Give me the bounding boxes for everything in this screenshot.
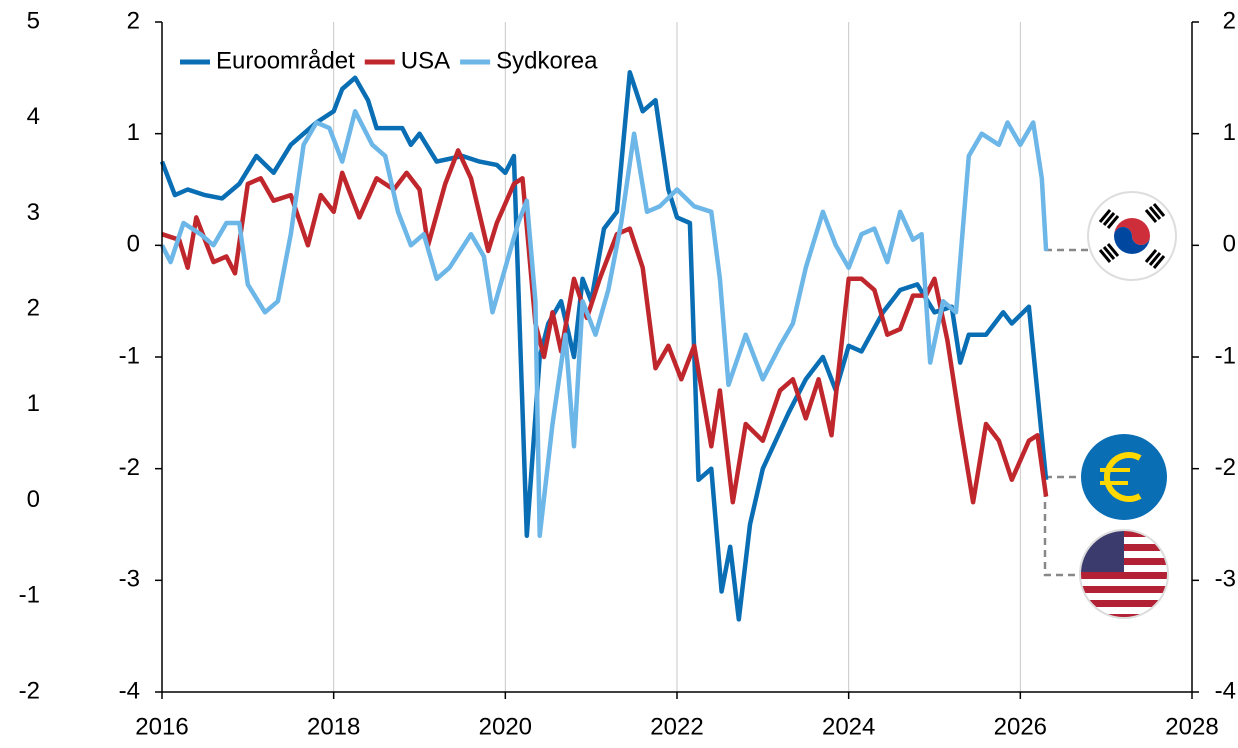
x-tick-label: 2026 bbox=[994, 713, 1047, 740]
y-tick-label: 1 bbox=[127, 119, 140, 146]
y2-tick-label: 2 bbox=[1223, 7, 1236, 34]
lines bbox=[159, 70, 1049, 622]
flags bbox=[1043, 191, 1177, 619]
series-line bbox=[161, 148, 1049, 505]
y2-tick-label: -1 bbox=[1215, 342, 1236, 369]
y-tick-label: -3 bbox=[119, 566, 140, 593]
series-line bbox=[159, 70, 1049, 622]
y2-tick-label: 0 bbox=[1223, 231, 1236, 258]
korea-flag bbox=[1087, 191, 1177, 281]
x-tick-label: 2016 bbox=[135, 713, 188, 740]
y3-tick-label: 1 bbox=[27, 390, 40, 417]
y2-tick-label: -4 bbox=[1215, 677, 1236, 704]
connector bbox=[1043, 490, 1082, 577]
series-line bbox=[159, 109, 1049, 538]
y-tick-label: -1 bbox=[119, 342, 140, 369]
y3-tick-label: 5 bbox=[27, 7, 40, 34]
legend-label: USA bbox=[401, 47, 450, 74]
legend: Euroområdet USA Sydkorea bbox=[180, 47, 598, 74]
y3-tick-label: 0 bbox=[27, 486, 40, 513]
us-flag bbox=[1079, 529, 1169, 619]
euro-flag bbox=[1081, 434, 1167, 520]
x-tick-label: 2028 bbox=[1165, 713, 1218, 740]
y2-tick-label: -3 bbox=[1215, 566, 1236, 593]
legend-label: Euroområdet bbox=[216, 47, 355, 74]
y3-tick-label: -2 bbox=[19, 677, 40, 704]
y-tick-label: -2 bbox=[119, 454, 140, 481]
y2-tick-label: -2 bbox=[1215, 454, 1236, 481]
y-tick-label: -4 bbox=[119, 677, 140, 704]
axes: 2016 2018 2020 2022 2024 2026 2028210-1-2-3-42… bbox=[19, 7, 1236, 740]
x-tick-label: 2018 bbox=[307, 713, 360, 740]
x-tick-label: 2020 bbox=[479, 713, 532, 740]
legend-label: Sydkorea bbox=[496, 47, 598, 74]
y-tick-label: 0 bbox=[127, 231, 140, 258]
y-tick-label: 2 bbox=[127, 7, 140, 34]
x-tick-label: 2022 bbox=[650, 713, 703, 740]
y3-tick-label: 2 bbox=[27, 294, 40, 321]
y3-tick-label: 4 bbox=[27, 103, 40, 130]
y3-tick-label: -1 bbox=[19, 582, 40, 609]
y2-tick-label: 1 bbox=[1223, 119, 1236, 146]
x-tick-label: 2024 bbox=[822, 713, 875, 740]
y3-tick-label: 3 bbox=[27, 199, 40, 226]
